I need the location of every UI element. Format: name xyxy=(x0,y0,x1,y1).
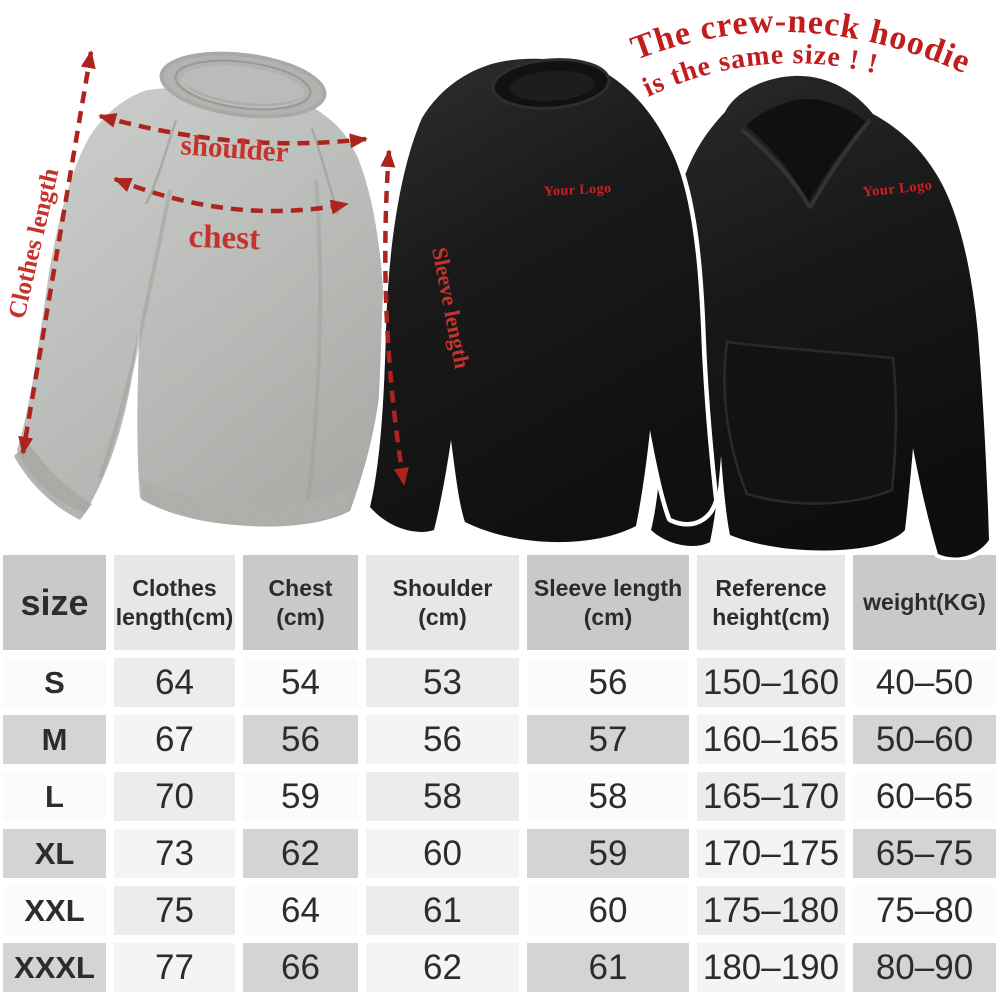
header-text: (cm) xyxy=(276,603,325,630)
header-text: Sleeve length xyxy=(533,574,683,601)
table-cell: 56 xyxy=(527,658,689,707)
table-cell: 150–160 xyxy=(697,658,845,707)
row-size-label: XL xyxy=(3,829,106,878)
size-chart-table: size Clothes length(cm) Chest (cm) Shoul… xyxy=(3,555,996,992)
table-cell: 75–80 xyxy=(853,886,996,935)
table-cell: 67 xyxy=(114,715,235,764)
table-cell: 65–75 xyxy=(853,829,996,878)
table-cell: 50–60 xyxy=(853,715,996,764)
column-header-shoulder: Shoulder (cm) xyxy=(366,555,519,650)
row-size-label: S xyxy=(3,658,106,707)
table-cell: 61 xyxy=(527,943,689,992)
table-cell: 53 xyxy=(366,658,519,707)
hoodie-pocket xyxy=(723,340,898,505)
row-size-label: L xyxy=(3,772,106,821)
header-text: Reference xyxy=(715,574,827,601)
table-cell: 54 xyxy=(243,658,358,707)
table-cell: 61 xyxy=(366,886,519,935)
black-crewneck: Your Logo xyxy=(365,54,719,547)
row-size-label: XXL xyxy=(3,886,106,935)
table-cell: 160–165 xyxy=(697,715,845,764)
table-cell: 58 xyxy=(527,772,689,821)
header-text: (cm) xyxy=(418,603,467,630)
sleeve-length-arrow xyxy=(380,149,409,486)
table-cell: 59 xyxy=(527,829,689,878)
column-header-reference-height: Reference height(cm) xyxy=(697,555,845,650)
table-cell: 60 xyxy=(527,886,689,935)
table-cell: 64 xyxy=(114,658,235,707)
black-hoodie: Your Logo xyxy=(647,71,993,560)
column-header-weight: weight(KG) xyxy=(853,555,996,650)
table-cell: 180–190 xyxy=(697,943,845,992)
column-header-size: size xyxy=(3,555,106,650)
black-crewneck-body xyxy=(365,54,719,547)
table-cell: 70 xyxy=(114,772,235,821)
row-size-label: XXXL xyxy=(3,943,106,992)
measurement-annotations xyxy=(18,50,409,486)
shoulder-label: shoulder xyxy=(180,129,290,168)
table-cell: 60 xyxy=(366,829,519,878)
header-text: Chest xyxy=(268,574,333,601)
header-text: size xyxy=(20,582,89,623)
crewneck-logo-text: Your Logo xyxy=(544,181,612,200)
table-cell: 170–175 xyxy=(697,829,845,878)
row-size-label: M xyxy=(3,715,106,764)
table-cell: 165–170 xyxy=(697,772,845,821)
header-text: (cm) xyxy=(583,603,633,630)
table-cell: 73 xyxy=(114,829,235,878)
clothes-length-arrow xyxy=(18,50,96,455)
table-cell: 62 xyxy=(366,943,519,992)
table-cell: 175–180 xyxy=(697,886,845,935)
gray-hem-band xyxy=(141,479,350,526)
header-text: weight(KG) xyxy=(863,589,986,615)
table-cell: 59 xyxy=(243,772,358,821)
table-cell: 58 xyxy=(366,772,519,821)
column-header-sleeve-length: Sleeve length (cm) xyxy=(527,555,689,650)
header-text: Clothes xyxy=(132,574,217,601)
table-cell: 57 xyxy=(527,715,689,764)
column-header-chest: Chest (cm) xyxy=(243,555,358,650)
table-cell: 56 xyxy=(366,715,519,764)
table-cell: 64 xyxy=(243,886,358,935)
table-cell: 40–50 xyxy=(853,658,996,707)
gray-cuff xyxy=(14,442,92,520)
gray-sweatshirt xyxy=(14,51,384,527)
table-cell: 75 xyxy=(114,886,235,935)
table-cell: 80–90 xyxy=(853,943,996,992)
chest-arrow xyxy=(113,176,349,215)
table-cell: 77 xyxy=(114,943,235,992)
table-cell: 60–65 xyxy=(853,772,996,821)
hoodie-hood-opening xyxy=(746,98,866,202)
header-text: height(cm) xyxy=(712,603,830,630)
header-text: length(cm) xyxy=(115,603,234,630)
table-cell: 62 xyxy=(243,829,358,878)
header-text: Shoulder xyxy=(392,574,493,601)
black-crewneck-collar xyxy=(491,58,611,110)
gray-collar xyxy=(159,51,327,119)
hoodie-logo-text: Your Logo xyxy=(862,177,933,200)
chest-label: chest xyxy=(188,219,261,257)
table-cell: 56 xyxy=(243,715,358,764)
table-cell: 66 xyxy=(243,943,358,992)
column-header-clothes-length: Clothes length(cm) xyxy=(114,555,235,650)
garment-illustration: Your Logo Your Logo Clothes length shoul… xyxy=(3,2,993,560)
